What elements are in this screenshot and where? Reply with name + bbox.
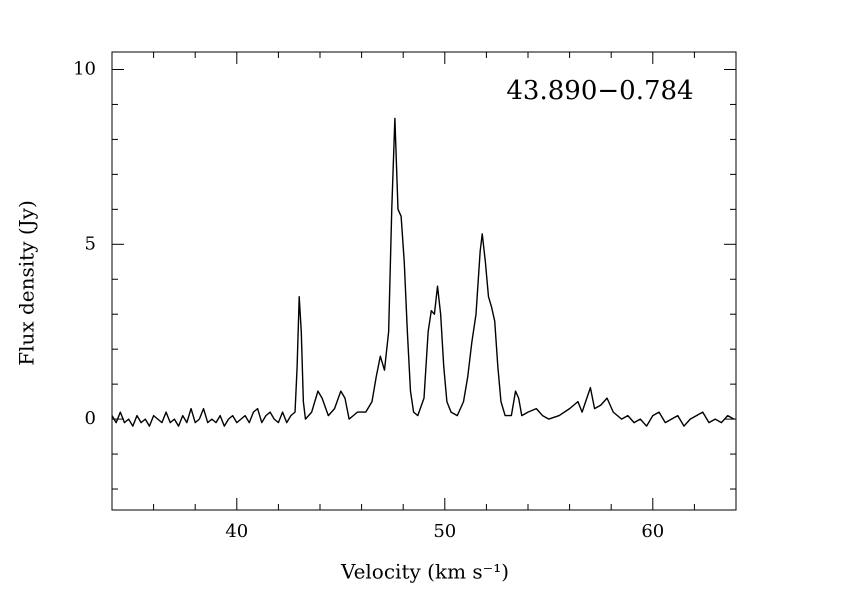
x-axis-label: Velocity (km s⁻¹)	[340, 560, 509, 584]
x-tick-label: 60	[641, 521, 664, 542]
y-tick-label: 10	[73, 58, 96, 79]
y-tick-label: 0	[85, 408, 96, 429]
plot-frame	[111, 51, 737, 511]
y-tick-label: 5	[85, 233, 96, 254]
y-axis-label: Flux density (Jy)	[15, 200, 39, 366]
x-tick-label: 50	[433, 521, 456, 542]
x-tick-label: 40	[225, 521, 248, 542]
annotation: 43.890−0.784	[506, 76, 693, 106]
spectrum-line	[111, 117, 735, 427]
